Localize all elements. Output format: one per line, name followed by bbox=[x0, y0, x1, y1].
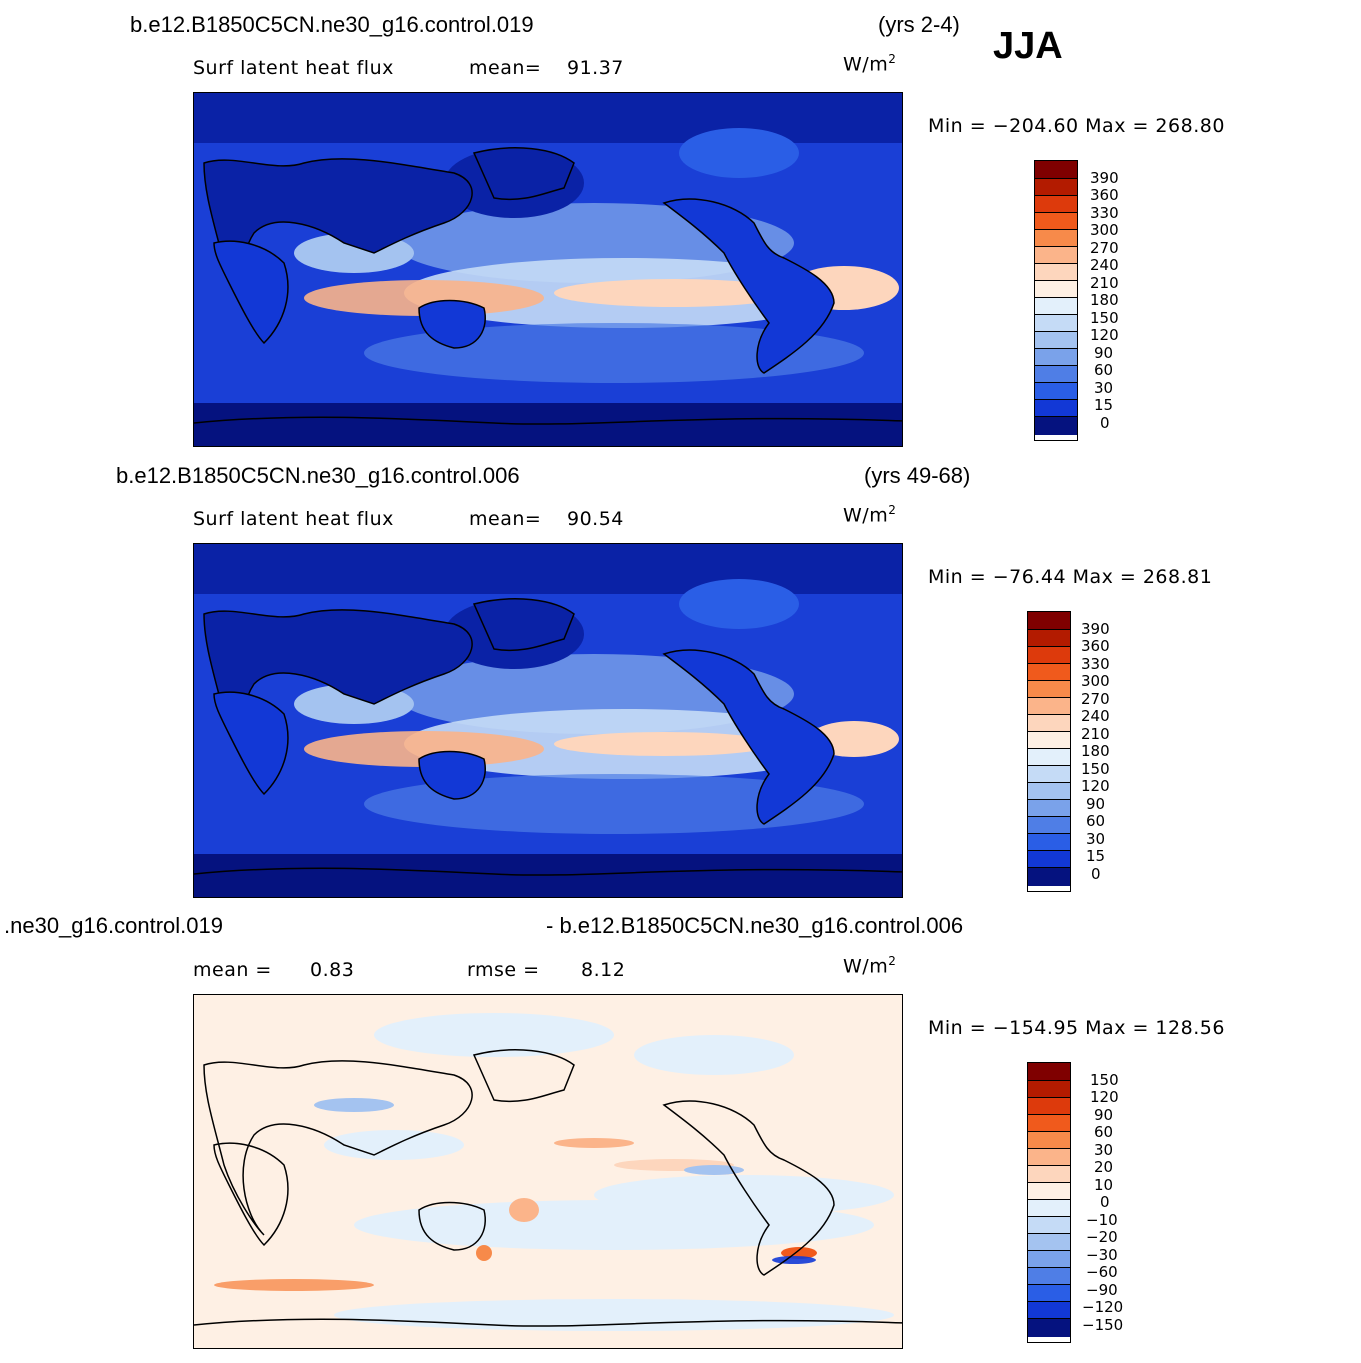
panel3-mean-label: mean = bbox=[193, 959, 272, 981]
cbar-tick: 120 bbox=[1081, 777, 1110, 795]
cbar-tick: 15 bbox=[1094, 396, 1114, 414]
cbar-tick: 15 bbox=[1086, 847, 1106, 865]
cbar-tick: −30 bbox=[1086, 1246, 1118, 1264]
cbar-tick: 360 bbox=[1081, 637, 1110, 655]
cbar-tick: 90 bbox=[1086, 795, 1106, 813]
cbar-tick: 360 bbox=[1090, 186, 1119, 204]
cbar-tick: 240 bbox=[1090, 256, 1119, 274]
panel1-mean-label: mean= bbox=[469, 57, 542, 79]
panel3-rmse-label: rmse = bbox=[467, 959, 540, 981]
panel2-field-label: Surf latent heat flux bbox=[193, 508, 394, 530]
panel1-map-fields bbox=[194, 93, 902, 446]
cbar-tick: 0 bbox=[1091, 865, 1101, 883]
cbar-tick: 390 bbox=[1081, 620, 1110, 638]
cbar-tick: 240 bbox=[1081, 707, 1110, 725]
cbar-tick: 390 bbox=[1090, 169, 1119, 187]
panel1-case-title: b.e12.B1850C5CN.ne30_g16.control.019 bbox=[130, 12, 534, 37]
cbar-tick: 30 bbox=[1094, 1141, 1114, 1159]
cbar-tick: 60 bbox=[1086, 812, 1106, 830]
panel3-minmax: Min = −154.95 Max = 128.56 bbox=[928, 1017, 1225, 1039]
panel1-map bbox=[193, 92, 903, 447]
panel2-units: W/m2 bbox=[843, 503, 897, 527]
panel3-rmse-value: 8.12 bbox=[581, 959, 626, 981]
cbar-tick: 0 bbox=[1100, 1193, 1110, 1211]
cbar-tick: 210 bbox=[1090, 274, 1119, 292]
panel1-minmax: Min = −204.60 Max = 268.80 bbox=[928, 115, 1225, 137]
panel2-mean-label: mean= bbox=[469, 508, 542, 530]
cbar-tick: −20 bbox=[1086, 1228, 1118, 1246]
panel3-units: W/m2 bbox=[843, 954, 897, 978]
cbar-tick: 30 bbox=[1094, 379, 1114, 397]
cbar-tick: 0 bbox=[1100, 414, 1110, 432]
cbar-tick: −120 bbox=[1082, 1298, 1124, 1316]
panel3-colorbar bbox=[1027, 1062, 1071, 1343]
panel2-years: (yrs 49-68) bbox=[864, 463, 971, 488]
cbar-tick: 270 bbox=[1090, 239, 1119, 257]
panel2-minmax: Min = −76.44 Max = 268.81 bbox=[928, 566, 1213, 588]
cbar-tick: 60 bbox=[1094, 361, 1114, 379]
panel1-years: (yrs 2-4) bbox=[878, 12, 960, 37]
panel3-case-right: - b.e12.B1850C5CN.ne30_g16.control.006 bbox=[546, 913, 964, 938]
panel2-colorbar bbox=[1027, 611, 1071, 892]
panel1-units: W/m2 bbox=[843, 52, 897, 76]
cbar-tick: 120 bbox=[1090, 326, 1119, 344]
cbar-tick: 210 bbox=[1081, 725, 1110, 743]
panel2-mean-value: 90.54 bbox=[567, 508, 624, 530]
cbar-tick: 10 bbox=[1094, 1176, 1114, 1194]
cbar-tick: 30 bbox=[1086, 830, 1106, 848]
panel3-map-fields bbox=[194, 1013, 902, 1331]
cbar-tick: 90 bbox=[1094, 344, 1114, 362]
cbar-tick: −10 bbox=[1086, 1211, 1118, 1229]
cbar-tick: 300 bbox=[1081, 672, 1110, 690]
cbar-tick: −60 bbox=[1086, 1263, 1118, 1281]
cbar-tick: 150 bbox=[1090, 309, 1119, 327]
cbar-tick: 330 bbox=[1090, 204, 1119, 222]
cbar-tick: 300 bbox=[1090, 221, 1119, 239]
panel1-colorbar bbox=[1034, 160, 1078, 441]
panel2-map bbox=[193, 543, 903, 898]
panel1-field-label: Surf latent heat flux bbox=[193, 57, 394, 79]
season-label: JJA bbox=[993, 25, 1063, 67]
cbar-tick: 270 bbox=[1081, 690, 1110, 708]
panel3-map bbox=[193, 994, 903, 1349]
cbar-tick: −150 bbox=[1082, 1316, 1124, 1334]
cbar-tick: 150 bbox=[1081, 760, 1110, 778]
cbar-tick: 60 bbox=[1094, 1123, 1114, 1141]
cbar-tick: −90 bbox=[1086, 1281, 1118, 1299]
panel3-case-left: .ne30_g16.control.019 bbox=[4, 913, 223, 938]
panel2-case-title: b.e12.B1850C5CN.ne30_g16.control.006 bbox=[116, 463, 520, 488]
cbar-tick: 180 bbox=[1090, 291, 1119, 309]
panel2-map-fields bbox=[194, 544, 902, 897]
cbar-tick: 150 bbox=[1090, 1071, 1119, 1089]
cbar-tick: 180 bbox=[1081, 742, 1110, 760]
cbar-tick: 20 bbox=[1094, 1158, 1114, 1176]
cbar-tick: 90 bbox=[1094, 1106, 1114, 1124]
panel3-mean-value: 0.83 bbox=[310, 959, 355, 981]
panel1-mean-value: 91.37 bbox=[567, 57, 624, 79]
cbar-tick: 120 bbox=[1090, 1088, 1119, 1106]
cbar-tick: 330 bbox=[1081, 655, 1110, 673]
